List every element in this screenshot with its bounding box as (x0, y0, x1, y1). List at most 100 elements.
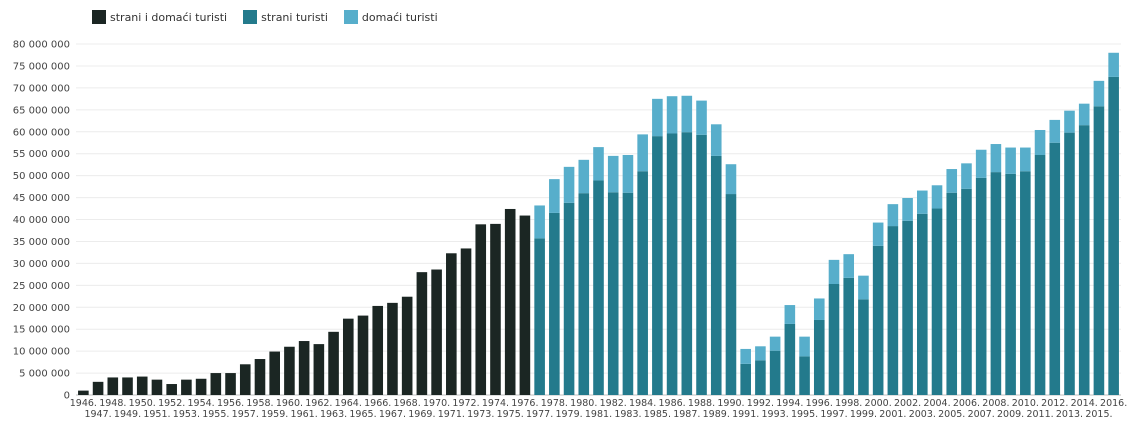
x-tick-label: 1997. (820, 409, 847, 420)
bar-domestic (652, 98, 663, 137)
x-tick-label: 1946. (70, 398, 97, 409)
x-tick-label: 1957. (232, 409, 259, 420)
bar-combined (136, 376, 148, 395)
bar-domestic (784, 305, 796, 324)
x-tick-label: 1962. (305, 398, 332, 409)
bar-combined (78, 390, 89, 395)
bar-domestic (917, 190, 928, 214)
x-tick-label: 1994. (776, 398, 803, 409)
bar-domestic (902, 198, 913, 221)
legend-item-combined[interactable]: strani i domaći turisti (92, 10, 227, 24)
bar-combined (151, 379, 163, 395)
bar-foreign (740, 363, 751, 395)
bar-combined (416, 272, 428, 395)
y-tick-label: 65 000 000 (13, 105, 70, 116)
bar-foreign (1078, 125, 1090, 395)
bar-foreign (784, 323, 796, 395)
bar-foreign (769, 350, 781, 395)
x-tick-label: 1975. (497, 409, 524, 420)
x-tick-label: 1964. (335, 398, 362, 409)
x-tick-label: 1954. (188, 398, 215, 409)
bar-combined (210, 373, 222, 395)
bar-domestic (1005, 147, 1016, 174)
bar-domestic (887, 204, 899, 227)
x-tick-label: 2014. (1071, 398, 1098, 409)
y-tick-label: 50 000 000 (13, 171, 70, 182)
bar-combined (401, 296, 413, 395)
x-tick-label: 1991. (732, 409, 759, 420)
bar-combined (460, 248, 472, 395)
x-tick-label: 1976. (511, 398, 538, 409)
bar-foreign (858, 299, 869, 395)
legend-swatch-domestic (343, 10, 358, 24)
y-tick-label: 5 000 000 (19, 369, 70, 380)
bar-domestic (622, 155, 634, 193)
bar-foreign (799, 356, 810, 395)
y-tick-label: 40 000 000 (13, 215, 70, 226)
x-tick-label: 2007. (968, 409, 995, 420)
bar-combined (313, 344, 325, 395)
x-tick-label: 2001. (879, 409, 906, 420)
bar-domestic (710, 124, 722, 156)
x-tick-label: 1947. (84, 409, 111, 420)
x-tick-label: 1992. (747, 398, 774, 409)
bar-domestic (696, 100, 707, 135)
x-tick-label: 2008. (982, 398, 1009, 409)
x-tick-label: 1973. (467, 409, 494, 420)
x-tick-label: 2016. (1100, 398, 1127, 409)
x-tick-label: 2010. (1012, 398, 1039, 409)
x-tick-label: 1998. (835, 398, 862, 409)
bar-combined (166, 384, 177, 395)
x-tick-label: 1956. (217, 398, 244, 409)
bar-domestic (755, 346, 766, 361)
legend-label-combined: strani i domaći turisti (110, 10, 228, 24)
x-tick-label: 1990. (717, 398, 744, 409)
chart-legend: strani i domaći turisti strani turisti d… (92, 10, 438, 24)
x-tick-label: 1987. (673, 409, 700, 420)
x-tick-label: 1985. (644, 409, 671, 420)
bar-foreign (813, 319, 825, 395)
bar-combined (372, 305, 384, 395)
bar-foreign (637, 171, 648, 395)
x-tick-label: 1948. (99, 398, 126, 409)
bar-foreign (696, 134, 707, 396)
bar-foreign (887, 226, 899, 395)
bar-domestic (990, 144, 1002, 173)
bar-domestic (725, 164, 737, 195)
x-tick-label: 1949. (114, 409, 141, 420)
bar-foreign (917, 213, 928, 395)
x-tick-label: 1950. (129, 398, 156, 409)
x-tick-label: 1958. (246, 398, 273, 409)
bar-foreign (1064, 132, 1075, 395)
bar-combined (504, 208, 516, 395)
legend-item-foreign[interactable]: strani turisti (243, 10, 328, 24)
y-tick-label: 55 000 000 (13, 149, 70, 160)
bar-combined (519, 215, 531, 395)
bar-combined (107, 377, 119, 395)
x-tick-label: 1955. (202, 409, 229, 420)
bar-domestic (1064, 110, 1075, 133)
bar-foreign (872, 245, 884, 395)
bar-foreign (725, 194, 737, 395)
bar-combined (475, 224, 487, 395)
bar-foreign (1034, 155, 1046, 395)
bar-domestic (828, 259, 840, 284)
bar-foreign (1049, 142, 1061, 395)
bar-combined (446, 253, 457, 395)
bar-foreign (1108, 76, 1119, 395)
x-tick-label: 1993. (762, 409, 789, 420)
bar-foreign (681, 132, 693, 395)
bar-domestic (858, 275, 869, 300)
bar-combined (254, 359, 266, 395)
legend-item-domestic[interactable]: domaći turisti (343, 10, 438, 24)
bar-combined (181, 379, 192, 395)
bar-combined (92, 381, 104, 395)
bar-domestic (637, 134, 648, 172)
bar-combined (122, 377, 133, 395)
x-tick-label: 1963. (320, 409, 347, 420)
y-tick-label: 20 000 000 (13, 303, 70, 314)
bar-foreign (593, 180, 604, 395)
bar-foreign (666, 133, 678, 395)
bar-domestic (740, 348, 751, 364)
